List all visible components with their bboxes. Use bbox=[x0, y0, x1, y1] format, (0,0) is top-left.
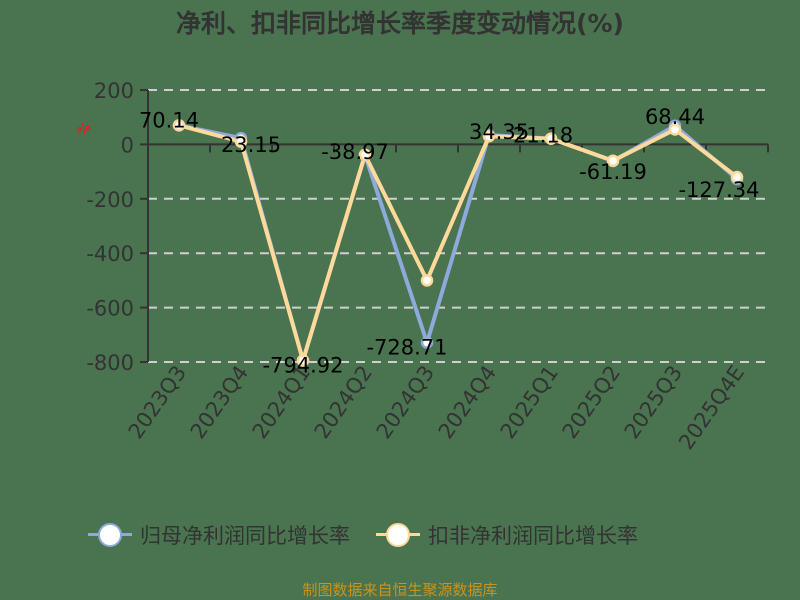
legend: 归母净利润同比增长率 扣非净利润同比增长率 bbox=[88, 520, 638, 550]
x-tick-label: 2024Q4 bbox=[434, 361, 501, 443]
data-label: 23.15 bbox=[221, 133, 281, 157]
y-axis-ticks: 200 0 -200 -400 -600 -800 bbox=[86, 79, 134, 375]
data-point[interactable] bbox=[606, 154, 620, 167]
data-source-footer: 制图数据来自恒生聚源数据库 bbox=[302, 581, 498, 599]
data-point[interactable] bbox=[668, 123, 682, 136]
y-tick-label: -200 bbox=[86, 188, 134, 212]
series-line bbox=[178, 123, 739, 363]
data-label: -728.71 bbox=[366, 336, 447, 360]
data-label: 70.14 bbox=[139, 108, 199, 132]
series-lines bbox=[172, 119, 744, 367]
data-point[interactable] bbox=[420, 336, 434, 349]
data-point[interactable] bbox=[358, 148, 372, 161]
data-point[interactable] bbox=[730, 170, 744, 184]
legend-label: 归母净利润同比增长率 bbox=[140, 524, 350, 548]
series-line bbox=[178, 123, 739, 363]
data-point[interactable] bbox=[172, 119, 186, 132]
chart-title: 净利、扣非同比增长率季度变动情况(%) bbox=[176, 9, 624, 38]
data-label: 21.18 bbox=[513, 124, 573, 148]
data-point[interactable] bbox=[420, 274, 434, 287]
y-tick-label: -400 bbox=[86, 242, 134, 266]
y-tick-label: 200 bbox=[94, 79, 134, 103]
legend-item-series1[interactable]: 归母净利润同比增长率 bbox=[88, 520, 350, 550]
axes bbox=[140, 89, 769, 363]
data-label: -38.97 bbox=[321, 140, 389, 164]
data-labels: 70.14 23.15 -794.92 -38.97 -728.71 34.3521.18… bbox=[139, 105, 760, 378]
x-tick-label: 2025Q3 bbox=[620, 361, 687, 443]
data-label: -127.34 bbox=[678, 178, 759, 202]
y-tick-label: 0 bbox=[121, 133, 134, 157]
data-point[interactable] bbox=[482, 129, 496, 143]
line-marker-icon bbox=[376, 523, 420, 547]
data-point[interactable] bbox=[544, 132, 558, 145]
data-point[interactable] bbox=[296, 354, 310, 367]
data-point[interactable] bbox=[234, 135, 248, 148]
y-tick-label: -600 bbox=[86, 297, 134, 321]
x-tick-label: 2025Q2 bbox=[558, 361, 625, 443]
legend-item-series2[interactable]: 扣非净利润同比增长率 bbox=[376, 520, 638, 550]
data-label: -794.92 bbox=[262, 354, 343, 378]
grid-lines bbox=[148, 89, 768, 363]
x-tick-label: 2024Q3 bbox=[372, 361, 439, 443]
legend-label: 扣非净利润同比增长率 bbox=[428, 524, 638, 548]
x-tick-label: 2023Q4 bbox=[186, 361, 253, 443]
data-label: 34.35 bbox=[469, 120, 529, 144]
data-label: 68.44 bbox=[645, 105, 705, 129]
line-marker-icon bbox=[88, 523, 132, 547]
x-axis-ticks: 2023Q32023Q42024Q12024Q22024Q32024Q42025… bbox=[124, 361, 749, 454]
data-label: -61.19 bbox=[579, 160, 647, 184]
y-tick-label: -800 bbox=[86, 351, 134, 375]
x-tick-label: 2025Q1 bbox=[496, 361, 563, 443]
